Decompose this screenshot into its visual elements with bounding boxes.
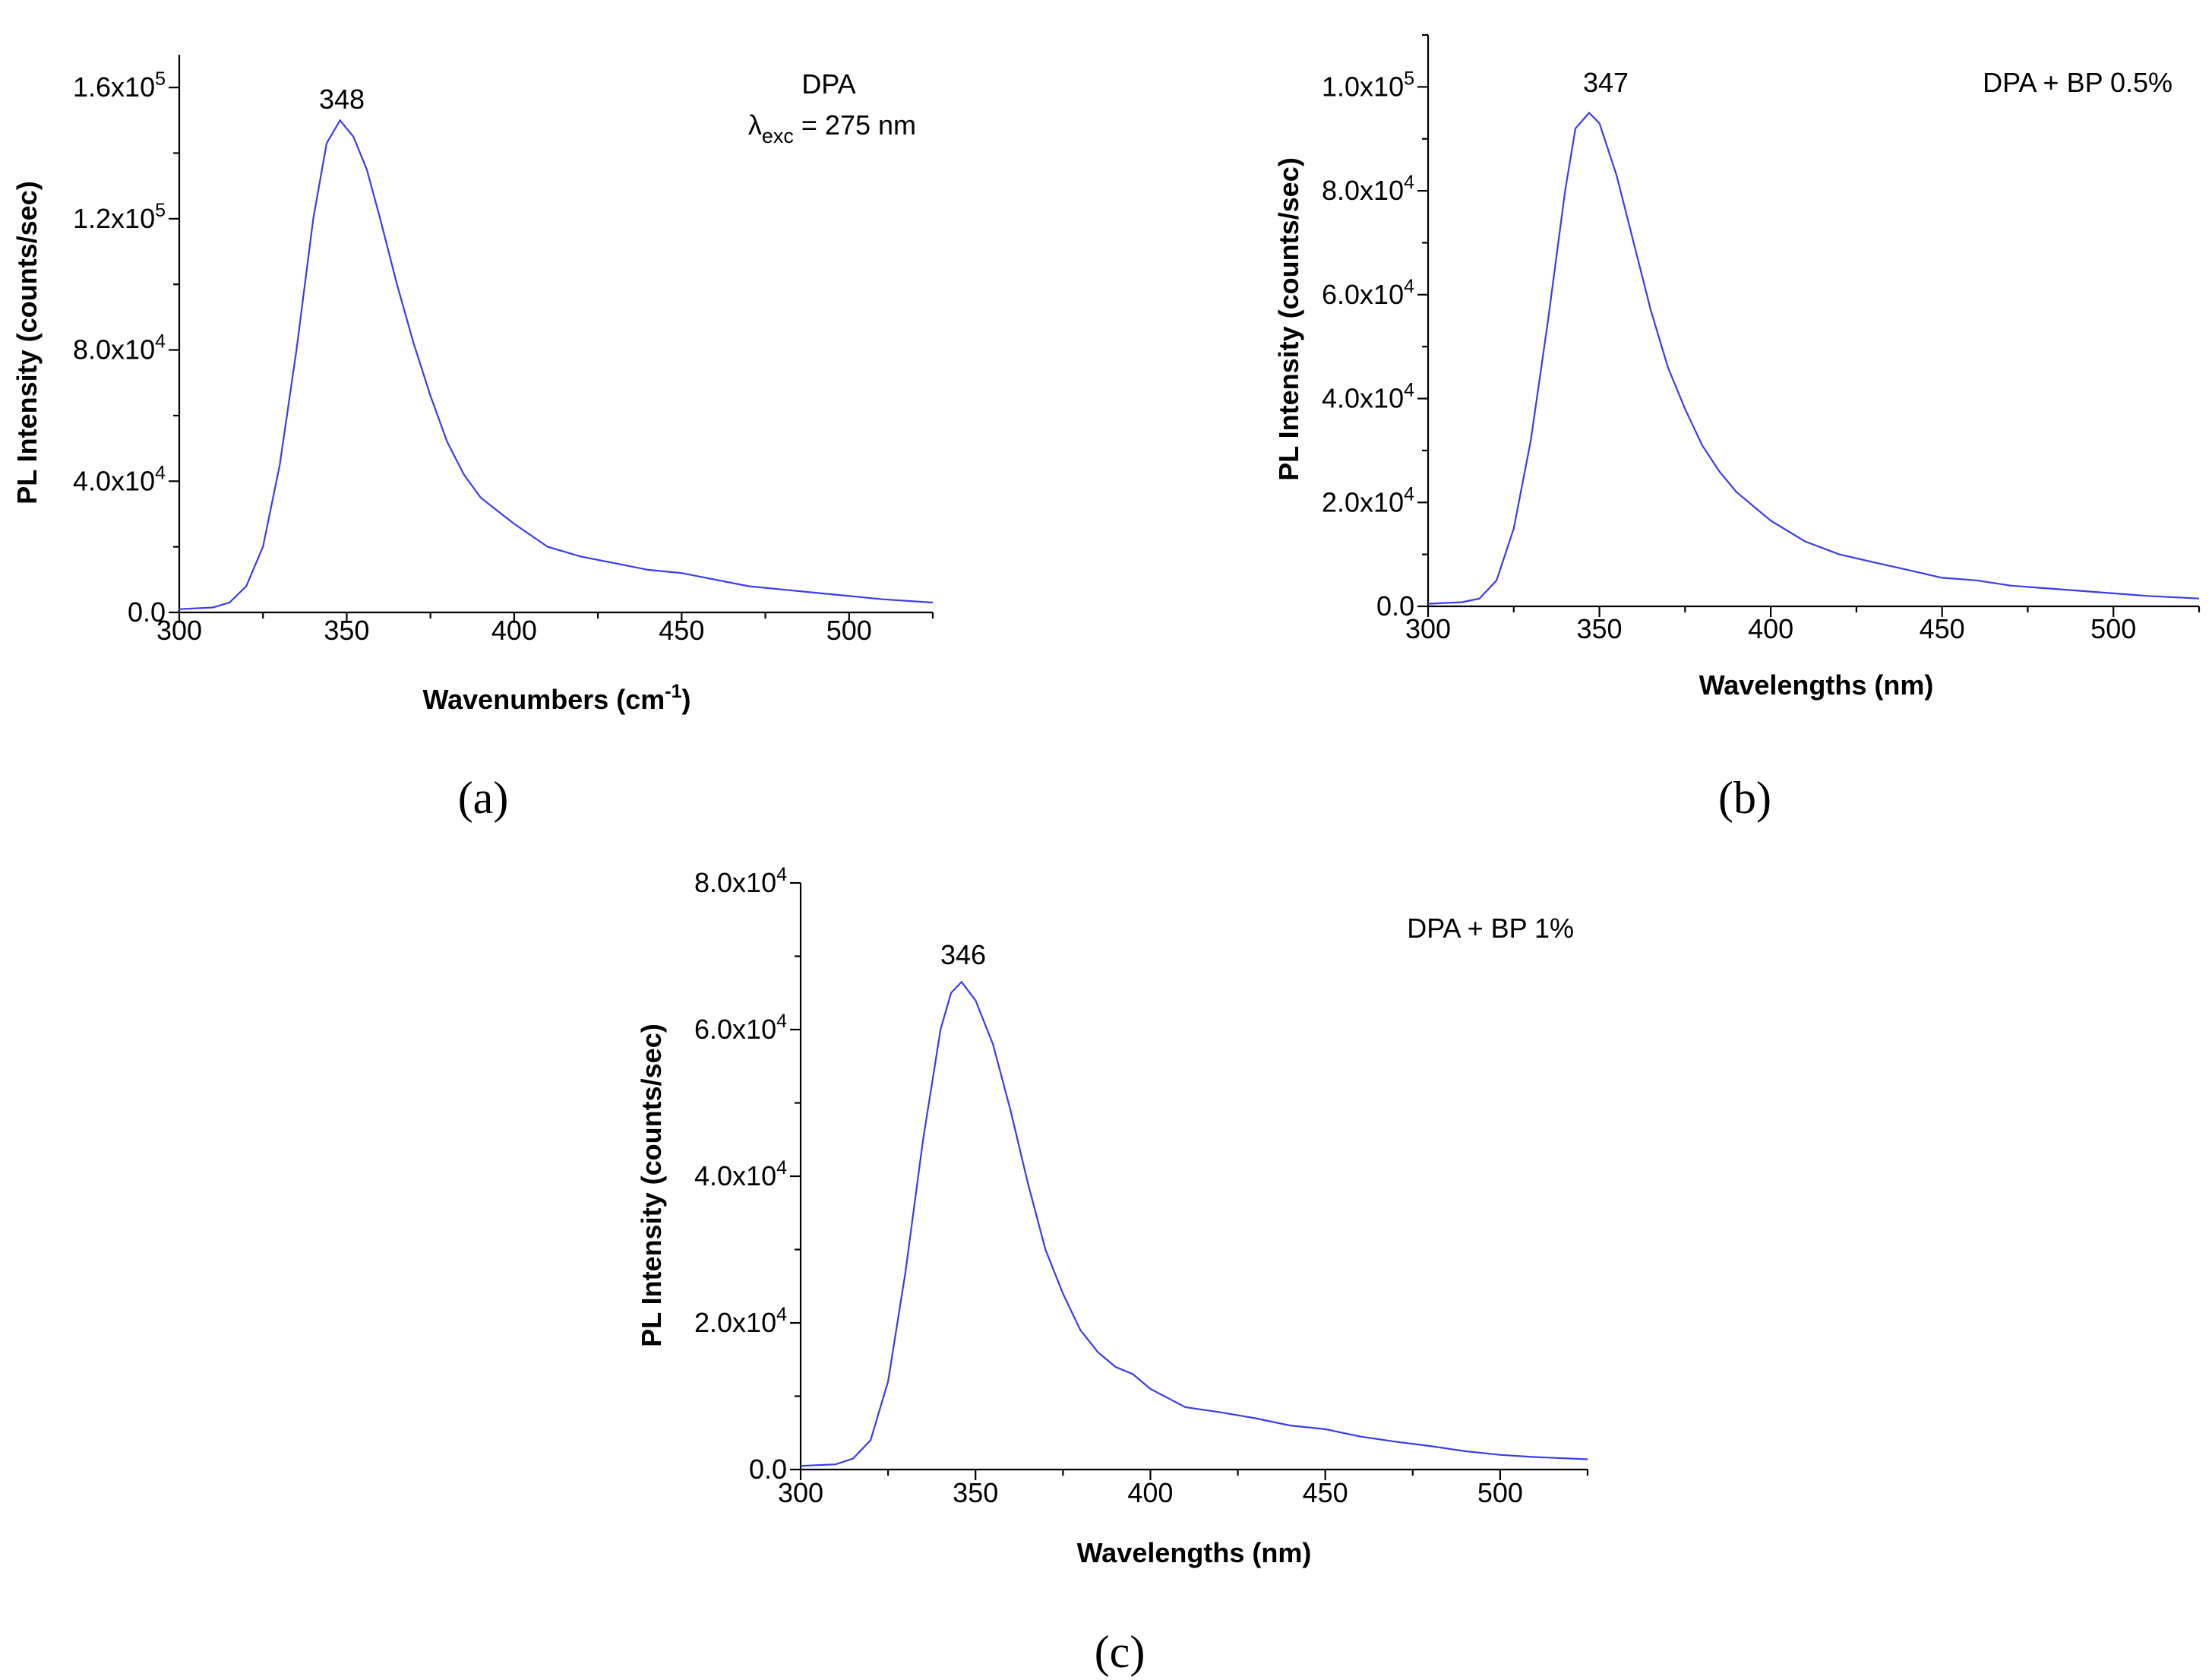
panel-b-x-tick-label: 300 <box>1405 613 1451 644</box>
panel-b-series-line <box>1427 111 2200 605</box>
panel-a-label: (a) <box>458 773 509 823</box>
panel-c-y-tick-label: 4.0x104 <box>694 1157 787 1191</box>
panel-b-x-tick-label: 400 <box>1748 613 1793 644</box>
plot-b-area: 300 350 400 450 500 0.0 2.0x104 4.0x104 6.0x104 8… <box>1322 33 2201 644</box>
panel-b-axes <box>1427 35 2199 608</box>
panel-b-y-tick-label: 6.0x104 <box>1322 276 1414 310</box>
panel-b-y-tick-label: 1.0x105 <box>1322 68 1414 102</box>
panel-c-y-tick-label: 8.0x104 <box>694 864 787 898</box>
panel-a-xlabel: Wavenumbers (cm-1) <box>423 681 691 715</box>
panel-a-ylabel: PL Intensity (counts/sec) <box>11 181 43 504</box>
panel-c-peak-label: 346 <box>940 939 986 970</box>
panel-c-ylabel: PL Intensity (counts/sec) <box>636 1024 667 1346</box>
panel-b-x-tick-label: 500 <box>2090 613 2136 644</box>
panel-b: 300 350 400 450 500 0.0 2.0x104 4.0x104 6.0x104 8… <box>1273 33 2201 823</box>
panel-c-y-tick-label: 2.0x104 <box>694 1304 787 1338</box>
panel-a-y-tick-label: 1.6x105 <box>73 68 166 103</box>
panel-b-y-tick-label: 8.0x104 <box>1322 172 1414 206</box>
panel-a-y-tick-label: 1.2x105 <box>73 200 166 234</box>
panel-c-y-tick-label: 0.0 <box>749 1454 787 1485</box>
panel-c-x-tick-label: 350 <box>953 1477 998 1508</box>
panel-a-x-tick-label: 400 <box>491 615 537 646</box>
panel-c-x-tick-label: 400 <box>1127 1477 1173 1508</box>
panel-b-y-tick-label: 2.0x104 <box>1322 483 1414 517</box>
panel-a: 300 350 400 450 500 0.0 4.0x104 8.0x104 1.2x105 1… <box>11 55 934 823</box>
panel-a-x-tick-label: 350 <box>324 615 369 646</box>
panel-b-peak-label: 347 <box>1583 67 1629 98</box>
panel-b-x-tick-label: 350 <box>1577 613 1623 644</box>
panel-a-x-tick-label: 450 <box>659 615 704 646</box>
panel-b-y-tick-label: 4.0x104 <box>1322 380 1414 414</box>
panel-a-x-tick-label: 500 <box>826 615 872 646</box>
panel-c-legend: DPA + BP 1% <box>1407 913 1574 944</box>
panel-c-label: (c) <box>1095 1627 1146 1677</box>
panel-a-y-tick-label: 0.0 <box>128 596 166 628</box>
panel-c-y-tick-label: 6.0x104 <box>694 1011 787 1045</box>
panel-a-peak-label: 348 <box>319 84 365 115</box>
panel-c-x-tick-label: 450 <box>1303 1477 1348 1508</box>
panel-a-y-tick-label: 4.0x104 <box>73 462 166 496</box>
panel-a-legend: DPA <box>801 68 855 100</box>
panel-a-series-line <box>179 119 934 610</box>
panel-a-excitation-label: λexc = 275 nm <box>748 109 916 147</box>
panel-c-series-line <box>800 980 1588 1467</box>
panel-c-x-tick-label: 500 <box>1477 1477 1523 1508</box>
panel-a-x-tick-label: 300 <box>156 615 202 646</box>
panel-b-x-tick-label: 450 <box>1920 613 1965 644</box>
panel-a-y-tick-label: 8.0x104 <box>73 331 166 365</box>
panel-c-xlabel: Wavelengths (nm) <box>1077 1537 1312 1568</box>
panel-c-x-tick-label: 300 <box>778 1477 823 1508</box>
panel-c: 300 350 400 450 500 0.0 2.0x104 4.0x104 6.0x104 8… <box>636 864 1589 1677</box>
panel-b-y-tick-label: 0.0 <box>1376 590 1414 622</box>
plot-c-area: 300 350 400 450 500 0.0 2.0x104 4.0x104 6.0x104 8… <box>694 864 1589 1508</box>
panel-b-ylabel: PL Intensity (counts/sec) <box>1273 157 1304 480</box>
panel-b-legend: DPA + BP 0.5% <box>1983 67 2172 98</box>
panel-b-xlabel: Wavelengths (nm) <box>1699 669 1934 701</box>
panel-b-label: (b) <box>1718 773 1771 823</box>
plot-a-area: 300 350 400 450 500 0.0 4.0x104 8.0x104 1.2x105 1… <box>73 55 934 646</box>
